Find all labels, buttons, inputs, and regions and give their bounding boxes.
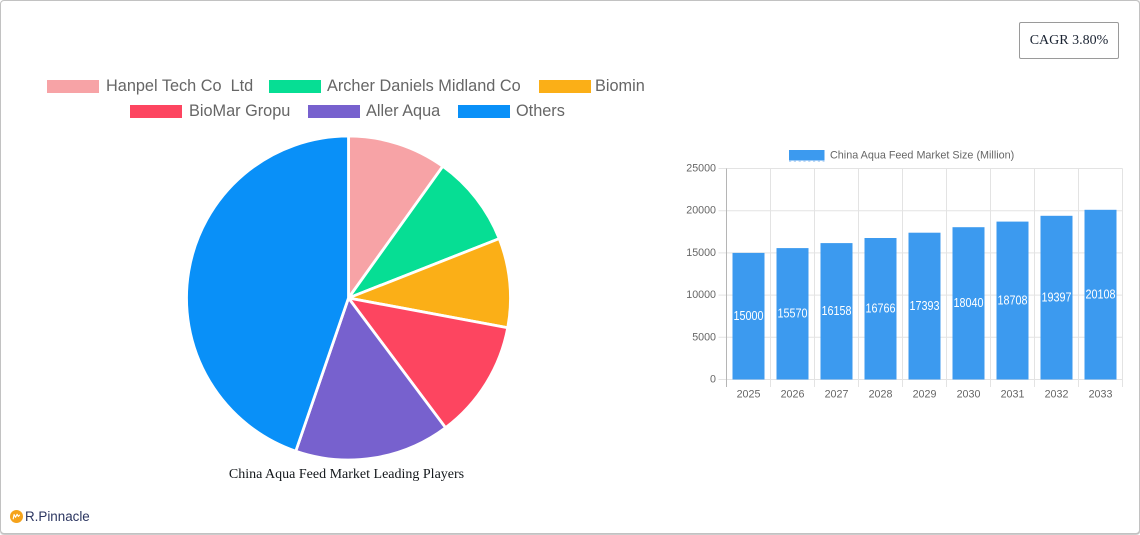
svg-text:5000: 5000	[692, 331, 716, 343]
svg-text:10000: 10000	[686, 289, 716, 301]
svg-text:15000: 15000	[734, 308, 764, 323]
svg-text:0: 0	[710, 374, 716, 386]
svg-text:25000: 25000	[686, 163, 716, 175]
svg-text:2026: 2026	[781, 389, 805, 401]
svg-text:2031: 2031	[1001, 389, 1025, 401]
svg-text:16766: 16766	[866, 300, 896, 315]
svg-text:20000: 20000	[686, 205, 716, 217]
svg-text:2027: 2027	[825, 389, 849, 401]
svg-text:2032: 2032	[1045, 389, 1069, 401]
svg-text:2029: 2029	[913, 389, 937, 401]
svg-text:China Aqua Feed Market Size (M: China Aqua Feed Market Size (Million)	[830, 149, 1014, 161]
svg-text:15570: 15570	[778, 306, 808, 321]
svg-text:15000: 15000	[686, 247, 716, 259]
svg-text:18708: 18708	[998, 292, 1028, 307]
svg-text:2030: 2030	[957, 389, 981, 401]
svg-text:2028: 2028	[869, 389, 893, 401]
svg-text:2025: 2025	[737, 389, 761, 401]
svg-text:2033: 2033	[1089, 389, 1113, 401]
svg-text:16158: 16158	[822, 303, 852, 318]
svg-text:20108: 20108	[1086, 286, 1116, 301]
svg-text:17393: 17393	[910, 298, 940, 313]
svg-text:19397: 19397	[1042, 289, 1072, 304]
svg-text:18040: 18040	[954, 295, 984, 310]
